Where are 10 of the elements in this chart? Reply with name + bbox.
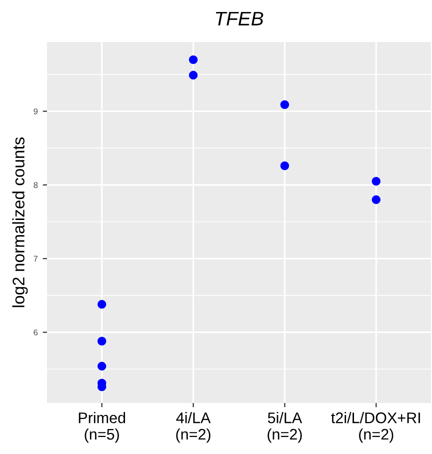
y-tick-label: 7: [34, 256, 38, 262]
x-tick-label: t2i/L/DOX+RI (n=2): [331, 412, 420, 443]
x-tick-label: 5i/LA (n=2): [268, 412, 302, 443]
y-tick-label: 8: [34, 182, 38, 188]
x-tick-label: Primed (n=5): [78, 412, 126, 443]
chart-title: TFEB: [216, 12, 264, 26]
y-axis-title: log2 normalized counts: [12, 137, 28, 308]
y-tick-label: 6: [34, 329, 38, 336]
x-tick-label: 4i/LA (n=2): [176, 412, 211, 443]
y-tick-label: 9: [34, 108, 38, 114]
